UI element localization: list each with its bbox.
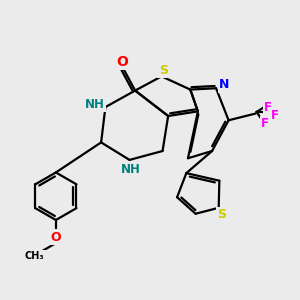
Text: CH₃: CH₃ <box>25 251 44 261</box>
Text: N: N <box>219 78 230 92</box>
Text: F: F <box>261 117 269 130</box>
Text: F: F <box>264 100 272 114</box>
Text: S: S <box>159 64 168 77</box>
Text: NH: NH <box>85 98 105 111</box>
Text: S: S <box>218 208 226 221</box>
Text: F: F <box>271 110 279 122</box>
Text: O: O <box>51 231 61 244</box>
Text: O: O <box>116 55 128 69</box>
Text: NH: NH <box>121 163 141 176</box>
